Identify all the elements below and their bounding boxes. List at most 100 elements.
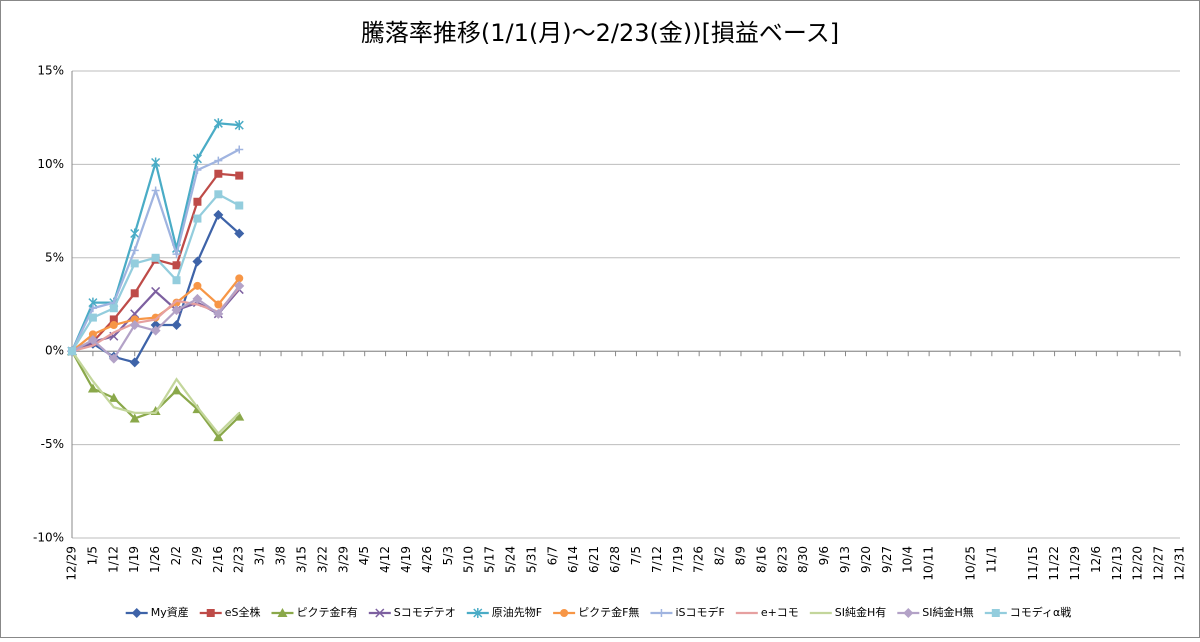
marker — [375, 608, 385, 618]
x-tick-label: 9/20 — [859, 546, 873, 573]
marker — [213, 432, 224, 442]
x-tick-label: 9/6 — [817, 546, 831, 565]
y-tick-label: 10% — [37, 157, 64, 171]
marker — [235, 274, 244, 283]
series — [68, 145, 244, 356]
x-tick-label: 12/29 — [65, 546, 79, 581]
x-tick-label: 8/16 — [754, 546, 768, 573]
marker — [172, 250, 181, 259]
marker — [130, 246, 139, 255]
x-tick-label: 4/12 — [378, 546, 392, 573]
marker — [193, 166, 202, 175]
series — [68, 190, 244, 356]
marker — [234, 228, 245, 239]
legend-label: My資産 — [151, 606, 189, 619]
x-tick-label: 8/2 — [713, 546, 727, 565]
legend: My資産 eS全株 ピクテ金F有 Sコモデテオ 原油先物F ピクテ金F無 iSコモデF e+コ… — [125, 605, 1071, 619]
marker — [234, 280, 245, 291]
marker — [129, 357, 140, 368]
legend-label: SI純金H有 — [835, 605, 887, 619]
y-tick-label: 15% — [37, 64, 64, 78]
x-tick-label: 1/5 — [85, 546, 99, 565]
marker — [193, 281, 202, 290]
marker — [172, 276, 181, 285]
x-tick-label: 2/2 — [169, 546, 183, 565]
marker — [150, 325, 161, 336]
marker — [171, 320, 182, 331]
x-tick-label: 3/1 — [253, 546, 267, 565]
x-tick-label: 12/20 — [1131, 546, 1145, 581]
x-tick-label: 1/12 — [106, 546, 120, 573]
x-tick-label: 5/17 — [483, 546, 497, 573]
x-tick-label: 12/6 — [1089, 546, 1103, 573]
marker — [192, 293, 203, 304]
x-tick-label: 12/31 — [1173, 546, 1187, 581]
marker — [171, 305, 182, 316]
marker — [206, 609, 215, 617]
x-tick-label: 6/7 — [545, 546, 559, 565]
marker — [87, 383, 98, 393]
marker — [193, 214, 202, 223]
marker — [129, 413, 140, 423]
x-tick-label: 5/3 — [441, 546, 455, 565]
legend-label: Sコモデテオ — [394, 605, 456, 619]
x-tick-label: 10/4 — [901, 546, 915, 573]
x-tick-label: 8/30 — [796, 546, 810, 573]
x-tick-label: 11/15 — [1026, 546, 1040, 581]
x-tick-label: 11/22 — [1047, 546, 1061, 581]
x-tick-label: 12/27 — [1152, 546, 1166, 581]
x-tick-label: 6/14 — [566, 546, 580, 573]
marker — [151, 253, 160, 262]
marker — [151, 286, 161, 296]
x-tick-label: 5/10 — [462, 546, 476, 573]
series — [71, 350, 241, 436]
marker — [192, 153, 202, 164]
legend-label: 原油先物F — [492, 605, 542, 619]
marker — [108, 353, 119, 364]
legend-label: e+コモ — [761, 606, 799, 619]
x-tick-label: 4/26 — [420, 546, 434, 573]
x-tick-label: 1/26 — [148, 546, 162, 573]
marker — [109, 304, 118, 313]
x-tick-label: 6/21 — [587, 546, 601, 573]
marker — [991, 609, 1000, 617]
legend-label: iSコモデF — [675, 605, 724, 619]
x-tick-label: 11/1 — [984, 546, 998, 573]
marker — [657, 609, 666, 617]
marker — [235, 171, 244, 180]
marker — [151, 157, 161, 168]
marker — [192, 256, 203, 267]
marker — [172, 261, 181, 270]
marker — [130, 289, 139, 298]
marker — [130, 315, 139, 324]
y-tick-label: -10% — [33, 531, 64, 545]
x-tick-label: 3/22 — [315, 546, 329, 573]
x-tick-label: 5/24 — [504, 546, 518, 573]
chart-title: 騰落率推移(1/1(月)〜2/23(金))[損益ベース] — [361, 19, 839, 47]
marker — [151, 186, 160, 195]
marker — [214, 300, 223, 309]
x-tick-label: 6/28 — [608, 546, 622, 573]
x-tick-label: 3/29 — [336, 546, 350, 573]
marker — [88, 304, 97, 313]
x-tick-label: 3/8 — [274, 546, 288, 565]
legend-label: コモディα戦 — [1010, 605, 1071, 619]
x-tick-label: 7/5 — [629, 546, 643, 565]
x-tick-label: 9/13 — [838, 546, 852, 573]
x-tick-label: 12/13 — [1110, 546, 1124, 581]
marker — [235, 145, 244, 154]
x-tick-label: 7/26 — [692, 546, 706, 573]
x-tick-label: 11/29 — [1068, 546, 1082, 581]
x-tick-label: 3/15 — [294, 546, 308, 573]
x-tick-label: 8/9 — [733, 546, 747, 565]
x-tick-label: 10/11 — [922, 546, 936, 581]
marker — [213, 209, 224, 220]
marker — [88, 313, 97, 322]
marker — [560, 609, 569, 617]
marker — [903, 608, 914, 618]
marker — [277, 608, 288, 617]
marker — [213, 118, 223, 129]
marker — [213, 308, 224, 319]
legend-label: ピクテ金F無 — [578, 605, 639, 619]
